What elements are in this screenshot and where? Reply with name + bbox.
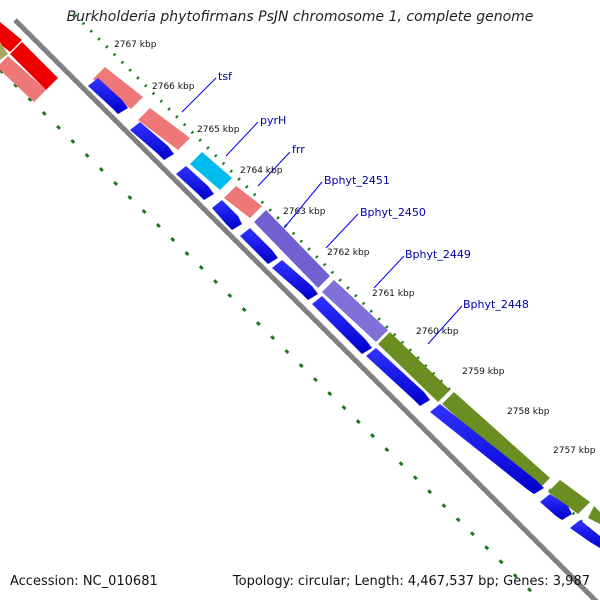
leader-line — [373, 255, 405, 289]
tick-label: 2761 kbp — [372, 289, 415, 299]
leader-line — [325, 213, 359, 249]
gene-labels: tsf pyrH frr Bphyt_2451 Bphyt_2450 Bphyt… — [218, 70, 529, 311]
pink-feature — [93, 67, 143, 109]
tick-label: 2762 kbp — [327, 248, 370, 258]
feature-track — [0, 22, 600, 524]
tick-label: 2764 kbp — [240, 166, 283, 176]
olive-feature — [588, 506, 600, 524]
gene-leader-lines — [181, 77, 463, 345]
leader-line — [257, 151, 291, 187]
olive-feature — [548, 480, 590, 514]
pink-feature — [0, 42, 8, 60]
cds-arrow — [430, 404, 544, 494]
leader-line — [427, 305, 463, 345]
red-feature — [0, 22, 22, 52]
cds-arrow — [312, 296, 372, 354]
tick-label: 2766 kbp — [152, 82, 195, 92]
leader-line — [225, 121, 259, 157]
cds-arrow — [130, 122, 174, 160]
tick-labels: 2767 kbp 2766 kbp 2765 kbp 2764 kbp 2763… — [114, 40, 596, 456]
pink-feature — [0, 56, 46, 102]
gene-label-tsf: tsf — [218, 70, 233, 83]
tick-label: 2760 kbp — [416, 327, 459, 337]
genome-backbone — [13, 18, 599, 600]
leader-line — [181, 77, 217, 113]
leader-line — [283, 181, 323, 229]
cds-arrow — [212, 200, 242, 230]
tick-label: 2765 kbp — [197, 125, 240, 135]
gene-label-bphyt-2449: Bphyt_2449 — [405, 248, 471, 261]
olive-feature — [442, 392, 550, 490]
cds-arrow — [88, 78, 128, 114]
gene-label-bphyt-2451: Bphyt_2451 — [324, 174, 390, 187]
pink-feature — [224, 186, 262, 218]
cyan-feature — [190, 152, 232, 190]
map-title: Burkholderia phytofirmans PsJN chromosom… — [66, 9, 534, 25]
purple-feature — [254, 210, 330, 288]
tick-label: 2759 kbp — [462, 367, 505, 377]
inner-dashed-ring — [0, 68, 542, 600]
tick-label: 2757 kbp — [553, 446, 596, 456]
purple-feature — [322, 280, 388, 342]
cds-track — [88, 78, 600, 548]
tick-label: 2767 kbp — [114, 40, 157, 50]
gene-label-frr: frr — [292, 143, 305, 156]
pink-feature — [138, 108, 190, 150]
red-feature — [10, 42, 58, 90]
cds-arrow — [366, 348, 430, 406]
gene-label-bphyt-2448: Bphyt_2448 — [463, 298, 529, 311]
accession-text: Accession: NC_010681 — [10, 574, 158, 589]
gene-label-pyrH: pyrH — [260, 114, 286, 127]
cds-arrow — [570, 520, 600, 548]
tick-label: 2758 kbp — [507, 407, 550, 417]
gene-label-bphyt-2450: Bphyt_2450 — [360, 206, 426, 219]
tick-label: 2763 kbp — [283, 207, 326, 217]
cds-arrow — [272, 260, 318, 300]
topology-text: Topology: circular; Length: 4,467,537 bp… — [232, 574, 590, 589]
cds-arrow — [240, 228, 278, 264]
cds-arrow — [540, 494, 572, 520]
olive-feature — [378, 332, 450, 402]
cds-arrow — [176, 166, 214, 200]
